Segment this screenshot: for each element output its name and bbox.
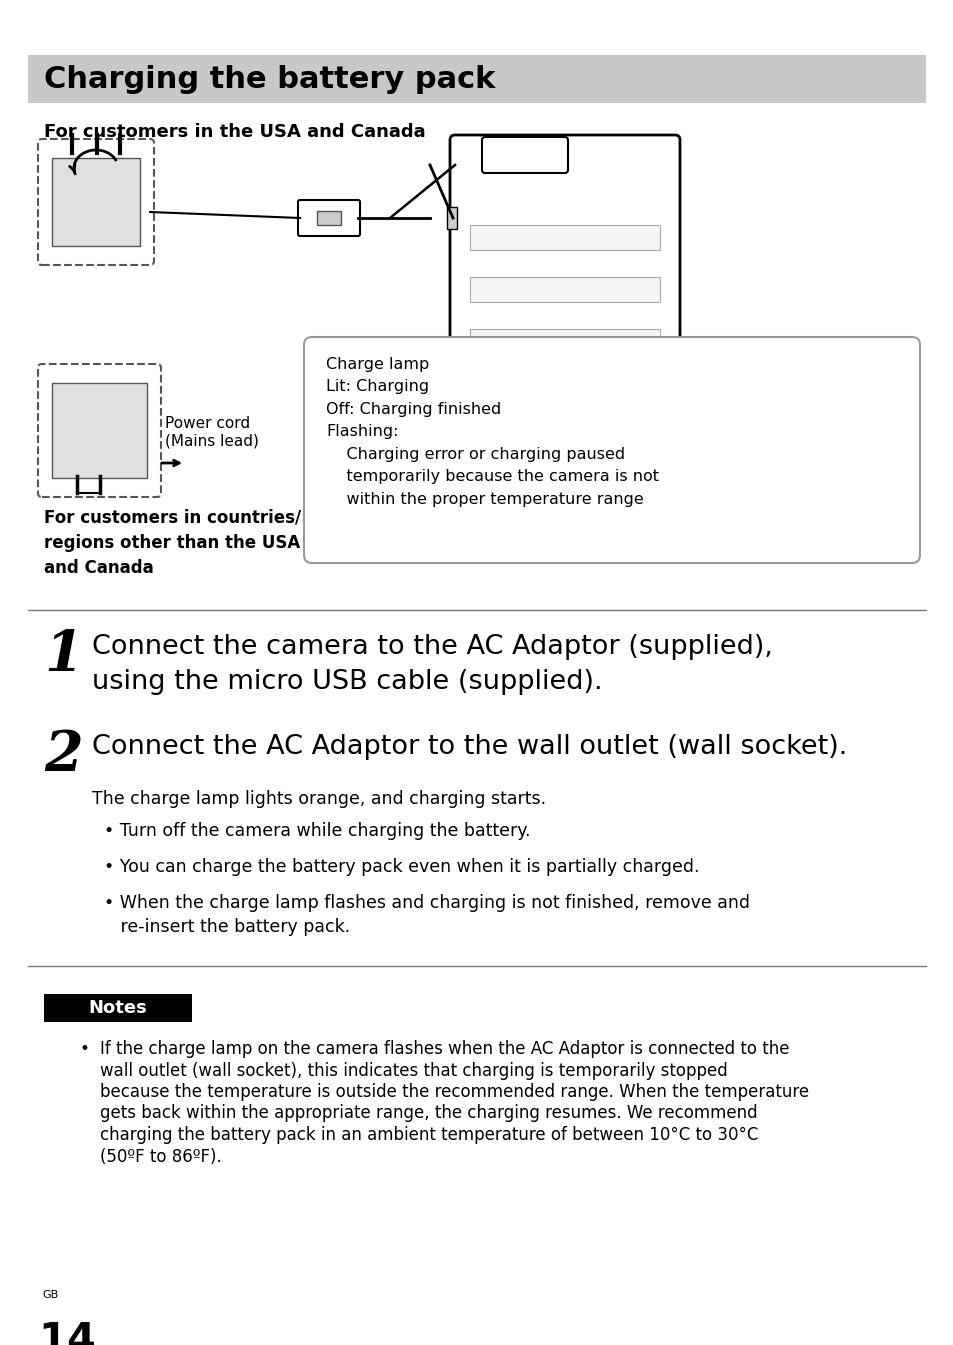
FancyBboxPatch shape [304, 338, 919, 564]
Text: 14: 14 [38, 1319, 95, 1345]
Text: Charging the battery pack: Charging the battery pack [44, 65, 495, 94]
Text: gets back within the appropriate range, the charging resumes. We recommend: gets back within the appropriate range, … [100, 1104, 757, 1123]
Text: • Turn off the camera while charging the battery.: • Turn off the camera while charging the… [104, 822, 530, 841]
Text: (50ºF to 86ºF).: (50ºF to 86ºF). [100, 1147, 221, 1166]
Text: Connect the camera to the AC Adaptor (supplied),
using the micro USB cable (supp: Connect the camera to the AC Adaptor (su… [91, 633, 772, 695]
Bar [52, 383, 147, 477]
FancyBboxPatch shape [450, 134, 679, 486]
Text: wall outlet (wall socket), this indicates that charging is temporarily stopped: wall outlet (wall socket), this indicate… [100, 1061, 727, 1080]
Text: • You can charge the battery pack even when it is partially charged.: • You can charge the battery pack even w… [104, 858, 699, 876]
Bar [447, 207, 456, 229]
Text: Power cord
(Mains lead): Power cord (Mains lead) [165, 416, 258, 448]
FancyBboxPatch shape [297, 200, 359, 235]
Text: • When the charge lamp flashes and charging is not finished, remove and
   re-in: • When the charge lamp flashes and charg… [104, 894, 749, 936]
Bar [470, 330, 659, 354]
Text: •: • [80, 1040, 90, 1059]
Bar [470, 225, 659, 250]
FancyBboxPatch shape [481, 137, 567, 174]
FancyBboxPatch shape [38, 364, 161, 498]
Text: 2: 2 [44, 728, 83, 783]
Text: Charge lamp
Lit: Charging
Off: Charging finished
Flashing:
    Charging error or: Charge lamp Lit: Charging Off: Charging … [326, 356, 659, 507]
Text: For customers in countries/
regions other than the USA
and Canada: For customers in countries/ regions othe… [44, 508, 301, 577]
Bar [470, 381, 659, 406]
Text: For customers in the USA and Canada: For customers in the USA and Canada [44, 122, 425, 141]
Bar [52, 157, 140, 246]
Text: Connect the AC Adaptor to the wall outlet (wall socket).: Connect the AC Adaptor to the wall outle… [91, 734, 846, 760]
Bar [470, 277, 659, 303]
Bar [44, 994, 192, 1022]
Bar [316, 211, 340, 225]
Bar [28, 55, 925, 104]
Text: The charge lamp lights orange, and charging starts.: The charge lamp lights orange, and charg… [91, 790, 545, 808]
Text: If the charge lamp on the camera flashes when the AC Adaptor is connected to the: If the charge lamp on the camera flashes… [100, 1040, 789, 1059]
Text: because the temperature is outside the recommended range. When the temperature: because the temperature is outside the r… [100, 1083, 808, 1102]
Text: charging the battery pack in an ambient temperature of between 10°C to 30°C: charging the battery pack in an ambient … [100, 1126, 758, 1145]
Text: GB: GB [42, 1290, 58, 1301]
Text: 1: 1 [44, 628, 83, 683]
Text: Notes: Notes [89, 999, 147, 1017]
FancyBboxPatch shape [38, 139, 153, 265]
